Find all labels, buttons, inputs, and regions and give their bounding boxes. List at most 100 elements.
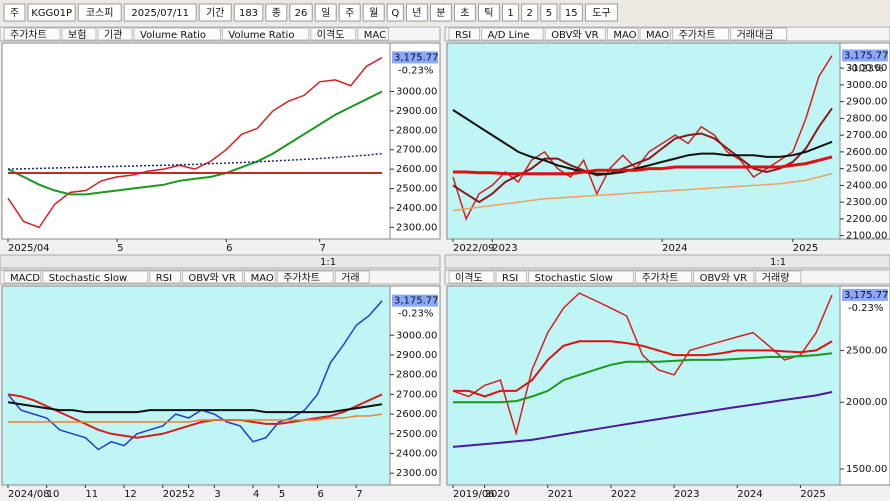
toolbar-text[interactable]: 코스피 <box>86 7 114 19</box>
tab[interactable] <box>672 27 730 41</box>
toolbar-text[interactable]: 2025/07/11 <box>131 8 189 19</box>
tab-label[interactable]: OBV와 VR <box>551 29 598 41</box>
toolbar-button[interactable] <box>477 3 500 22</box>
toolbar-button[interactable] <box>540 3 558 22</box>
tab-label[interactable]: A/D Line <box>488 30 530 41</box>
toolbar-text[interactable]: 2 <box>527 8 533 19</box>
toolbar-button[interactable] <box>559 3 583 22</box>
tab[interactable] <box>3 27 61 41</box>
toolbar-text[interactable]: 년 <box>412 7 421 19</box>
toolbar-button[interactable] <box>501 3 520 22</box>
tab[interactable] <box>3 270 42 284</box>
toolbar-text[interactable]: 종 <box>272 7 281 19</box>
toolbar-text[interactable]: 183 <box>239 8 258 19</box>
tab[interactable] <box>149 270 181 284</box>
price-tag <box>392 51 438 64</box>
tab[interactable] <box>244 270 276 284</box>
toolbar-button[interactable] <box>289 3 313 22</box>
tab[interactable] <box>181 270 244 284</box>
tab[interactable] <box>334 270 370 284</box>
toolbar-text[interactable]: 5 <box>546 8 552 19</box>
tab-label[interactable]: MACD <box>10 273 40 284</box>
tab-label[interactable]: 주가차트 <box>10 29 47 41</box>
toolbar-button[interactable] <box>3 3 26 22</box>
tab[interactable] <box>310 27 357 41</box>
tab[interactable] <box>97 27 133 41</box>
tab[interactable] <box>755 270 802 284</box>
tab-label[interactable]: Stochastic Slow <box>49 273 127 284</box>
toolbar-text[interactable]: 도구 <box>592 8 610 19</box>
tab[interactable] <box>61 27 97 41</box>
tab[interactable] <box>357 27 389 41</box>
tab[interactable] <box>448 27 481 41</box>
scroll-bar[interactable] <box>0 254 441 269</box>
tab[interactable] <box>481 27 544 41</box>
toolbar-text[interactable]: Q <box>391 8 399 19</box>
toolbar-button[interactable] <box>386 3 404 22</box>
tab[interactable] <box>639 27 672 41</box>
tab-label[interactable]: Stochastic Slow <box>535 273 613 284</box>
tab-label[interactable]: MAO <box>646 30 669 41</box>
tab[interactable] <box>606 27 639 41</box>
tab-label[interactable]: 이격도 <box>455 271 483 284</box>
toolbar-button[interactable] <box>27 3 76 22</box>
tab-label[interactable]: Volume Ratio <box>228 30 294 41</box>
tab-label[interactable]: MAC <box>364 30 386 41</box>
tab-label[interactable]: OBV와 VR <box>188 272 235 284</box>
tab-label[interactable]: OBV와 VR <box>700 272 747 284</box>
tab[interactable] <box>221 27 310 41</box>
tab[interactable] <box>635 270 693 284</box>
toolbar-text[interactable]: 초 <box>460 7 469 19</box>
tab[interactable] <box>544 27 606 41</box>
tab-label[interactable]: 거래량 <box>762 272 790 284</box>
toolbar-button[interactable] <box>77 3 122 22</box>
tab-label[interactable]: Volume Ratio <box>140 30 206 41</box>
tab[interactable] <box>730 27 788 41</box>
toolbar-button[interactable] <box>265 3 288 22</box>
tab-label[interactable]: RSI <box>156 273 172 284</box>
toolbar-text[interactable]: 틱 <box>484 7 493 19</box>
toolbar-text[interactable]: 26 <box>295 8 308 19</box>
toolbar-button[interactable] <box>405 3 428 22</box>
tab-label[interactable]: 주가차트 <box>642 272 679 284</box>
toolbar-button[interactable] <box>233 3 264 22</box>
toolbar-button[interactable] <box>584 3 618 22</box>
tab[interactable] <box>276 270 334 284</box>
toolbar-button[interactable] <box>429 3 452 22</box>
toolbar-button[interactable] <box>362 3 385 22</box>
toolbar-text[interactable]: 일 <box>321 7 330 19</box>
tab-label[interactable]: 거래대금 <box>737 29 774 41</box>
tab-label[interactable]: 거래 <box>341 272 359 284</box>
tab-label[interactable]: 주가차트 <box>283 272 320 284</box>
scroll-bar[interactable] <box>444 254 890 269</box>
toolbar-button[interactable] <box>314 3 337 22</box>
toolbar-button[interactable] <box>198 3 232 22</box>
toolbar-text[interactable]: 15 <box>565 8 578 19</box>
toolbar-text[interactable]: 1 <box>507 8 513 19</box>
toolbar-text[interactable]: 주 <box>10 8 19 19</box>
toolbar-text[interactable]: 분 <box>436 7 445 19</box>
tab[interactable] <box>528 270 635 284</box>
tab[interactable] <box>133 27 221 41</box>
toolbar-text[interactable]: 월 <box>369 7 378 19</box>
toolbar-button[interactable] <box>123 3 197 22</box>
toolbar-text[interactable]: 주 <box>345 8 354 19</box>
tab-label[interactable]: MAO <box>251 273 274 284</box>
tab[interactable] <box>495 270 528 284</box>
tab-label[interactable]: RSI <box>455 30 471 41</box>
tab-label[interactable]: RSI <box>502 273 518 284</box>
tab-label[interactable]: MAO <box>613 30 636 41</box>
tab[interactable] <box>42 270 149 284</box>
toolbar-button[interactable] <box>338 3 361 22</box>
tab-label[interactable]: 기관 <box>104 29 122 41</box>
toolbar-text[interactable]: 기간 <box>206 7 224 19</box>
tab-label[interactable]: 주가차트 <box>679 29 716 41</box>
tab[interactable] <box>693 270 755 284</box>
toolbar-button[interactable] <box>521 3 539 22</box>
x-tick-label: 11 <box>85 489 98 500</box>
tab-label[interactable]: 보험 <box>68 29 86 41</box>
tab[interactable] <box>448 270 495 284</box>
toolbar-text[interactable]: KGG01P <box>31 8 72 19</box>
toolbar-button[interactable] <box>453 3 476 22</box>
tab-label[interactable]: 이격도 <box>317 28 345 41</box>
